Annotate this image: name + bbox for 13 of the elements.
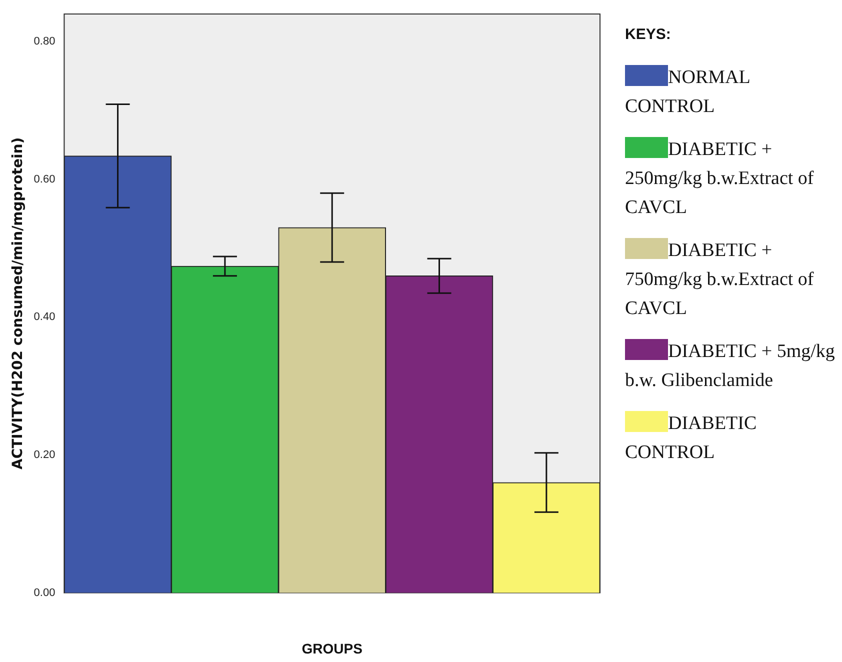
x-axis-title: GROUPS bbox=[302, 640, 362, 656]
legend-title: KEYS: bbox=[625, 25, 672, 45]
legend-label: DIABETIC + 250mg/kg b.w.Extract of CAVCL bbox=[625, 138, 815, 220]
y-axis-title: ACTIVITY(H202 consumed/min/mgprotein) bbox=[10, 137, 26, 470]
y-tick-label: 0.20 bbox=[34, 449, 56, 462]
y-tick-label: 0.60 bbox=[34, 173, 56, 186]
y-tick-label: 0.40 bbox=[34, 311, 56, 324]
y-tick-label: 0.80 bbox=[34, 36, 56, 48]
legend-label: DIABETIC CONTROL bbox=[625, 412, 758, 465]
legend-label: DIABETIC + 5mg/kg b.w. Glibenclamide bbox=[625, 340, 836, 393]
legend-label: NORMAL CONTROL bbox=[625, 66, 751, 119]
y-tick-label: 0.00 bbox=[34, 586, 56, 599]
legend-label: DIABETIC + 750mg/kg b.w.Extract of CAVCL bbox=[625, 239, 815, 321]
